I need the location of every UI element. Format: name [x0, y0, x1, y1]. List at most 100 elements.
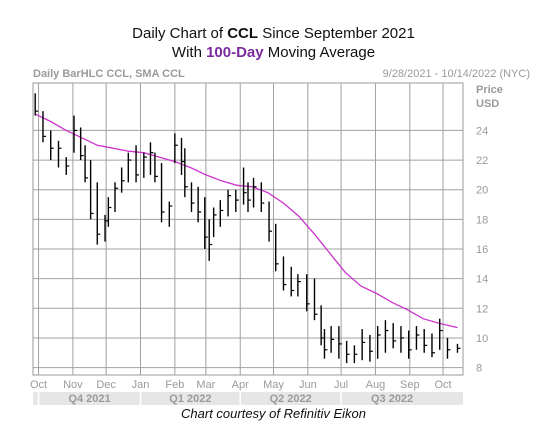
subtitle-text: Moving Average [263, 44, 376, 61]
title-ticker: CCL [227, 25, 259, 42]
price-bar [84, 145, 89, 183]
price-bar [184, 148, 188, 198]
price-bar [384, 320, 389, 353]
price-bar [252, 177, 257, 208]
chart-header-right: 9/28/2021 - 10/14/2022 (NYC) [383, 68, 530, 80]
price-bar [204, 197, 208, 250]
price-bar [154, 152, 158, 183]
price-bar [361, 329, 366, 361]
quarter-label: Q1 2022 [169, 393, 211, 405]
price-bar [313, 278, 318, 321]
price-bar [227, 189, 232, 217]
price-bar [323, 329, 328, 359]
price-bar [330, 326, 335, 353]
price-bar [290, 266, 295, 297]
price-bar [456, 343, 461, 353]
price-bar [247, 182, 251, 212]
chart-caption: Chart courtesy of Refinitiv Eikon [181, 406, 366, 421]
grid [33, 83, 463, 375]
price-bar [114, 182, 119, 212]
x-tick-label: Aug [366, 379, 386, 391]
price-bar [208, 219, 213, 261]
price-bar [431, 333, 435, 358]
price-bar [104, 214, 109, 242]
price-bar [135, 145, 140, 183]
subtitle-highlight: 100-Day [206, 44, 264, 61]
y-tick-label: 16 [476, 244, 488, 256]
price-bar [219, 200, 224, 227]
x-tick-label: Jul [334, 379, 348, 391]
x-tick-label: Feb [165, 379, 184, 391]
price-bar [376, 326, 381, 359]
title-line-1: Daily Chart of CCL Since September 2021 [0, 24, 547, 43]
price-bar [149, 142, 154, 175]
x-tick-label: Oct [30, 379, 47, 391]
price-bar [197, 186, 202, 223]
y-axis-label-line1: Price [476, 84, 503, 96]
price-bar [297, 274, 301, 297]
y-tick-label: 24 [476, 125, 488, 137]
price-bar [282, 256, 287, 291]
price-bar [235, 189, 239, 212]
quarter-label: Q4 2021 [68, 393, 110, 405]
price-bar [34, 93, 39, 116]
chart-title: Daily Chart of CCL Since September 2021 … [0, 24, 547, 62]
price-bar [168, 201, 173, 227]
y-tick-label: 10 [476, 333, 488, 345]
x-tick-label: Sep [400, 379, 420, 391]
x-tick-label: Dec [96, 379, 116, 391]
price-bar [190, 182, 195, 212]
price-bar [268, 201, 273, 242]
x-tick-label: Jan [132, 379, 150, 391]
subtitle-text: With [171, 44, 207, 61]
x-tick-label: Mar [196, 379, 215, 391]
price-bar [415, 326, 420, 350]
quarter-label: Q2 2022 [270, 393, 312, 405]
price-bar [275, 223, 279, 272]
x-tick-label: Apr [232, 379, 249, 391]
y-axis: Price USD 8 10 12 14 16 18 20 22 24 [476, 84, 503, 375]
price-bar [79, 127, 84, 161]
price-bar [345, 340, 350, 364]
y-tick-label: 14 [476, 274, 488, 286]
price-bar [73, 115, 78, 153]
price-bar [306, 274, 310, 312]
price-bar [180, 137, 185, 175]
price-bar [65, 157, 70, 175]
y-tick-label: 22 [476, 155, 488, 167]
price-bar [407, 330, 412, 359]
price-bar [338, 326, 342, 359]
price-bar [143, 152, 147, 178]
price-bar [174, 133, 178, 164]
sma-line [34, 113, 458, 329]
price-bar [42, 111, 46, 143]
y-tick-label: 18 [476, 214, 488, 226]
y-tick-label: 8 [476, 363, 482, 375]
plot-frame [32, 82, 464, 376]
chart-header-left: Daily BarHLC CCL, SMA CCL [33, 68, 185, 80]
x-tick-label: May [263, 379, 284, 391]
price-bar [423, 329, 428, 353]
price-bar [392, 323, 397, 349]
quarter-label: Q3 2022 [371, 393, 413, 405]
price-bar [439, 318, 443, 350]
price-bar [320, 305, 325, 346]
price-bar [57, 140, 62, 168]
x-axis: Oct Nov Dec Jan Feb Mar Apr May Jun Jul Aug Sep Oct Q… [30, 379, 463, 405]
price-bar [369, 334, 373, 362]
price-bar [160, 163, 165, 223]
price-bar [120, 167, 125, 193]
price-bar [400, 326, 404, 353]
price-bar [50, 130, 54, 161]
y-axis-label-line2: USD [476, 98, 499, 110]
x-tick-label: Oct [434, 379, 451, 391]
price-bar [89, 160, 94, 220]
x-tick-label: Jun [299, 379, 317, 391]
title-text: Daily Chart of [132, 25, 228, 42]
sma-series [34, 113, 458, 329]
x-tick-label: Nov [63, 379, 83, 391]
price-bar [96, 182, 101, 245]
y-tick-label: 12 [476, 303, 488, 315]
title-text: Since September 2021 [258, 25, 415, 42]
